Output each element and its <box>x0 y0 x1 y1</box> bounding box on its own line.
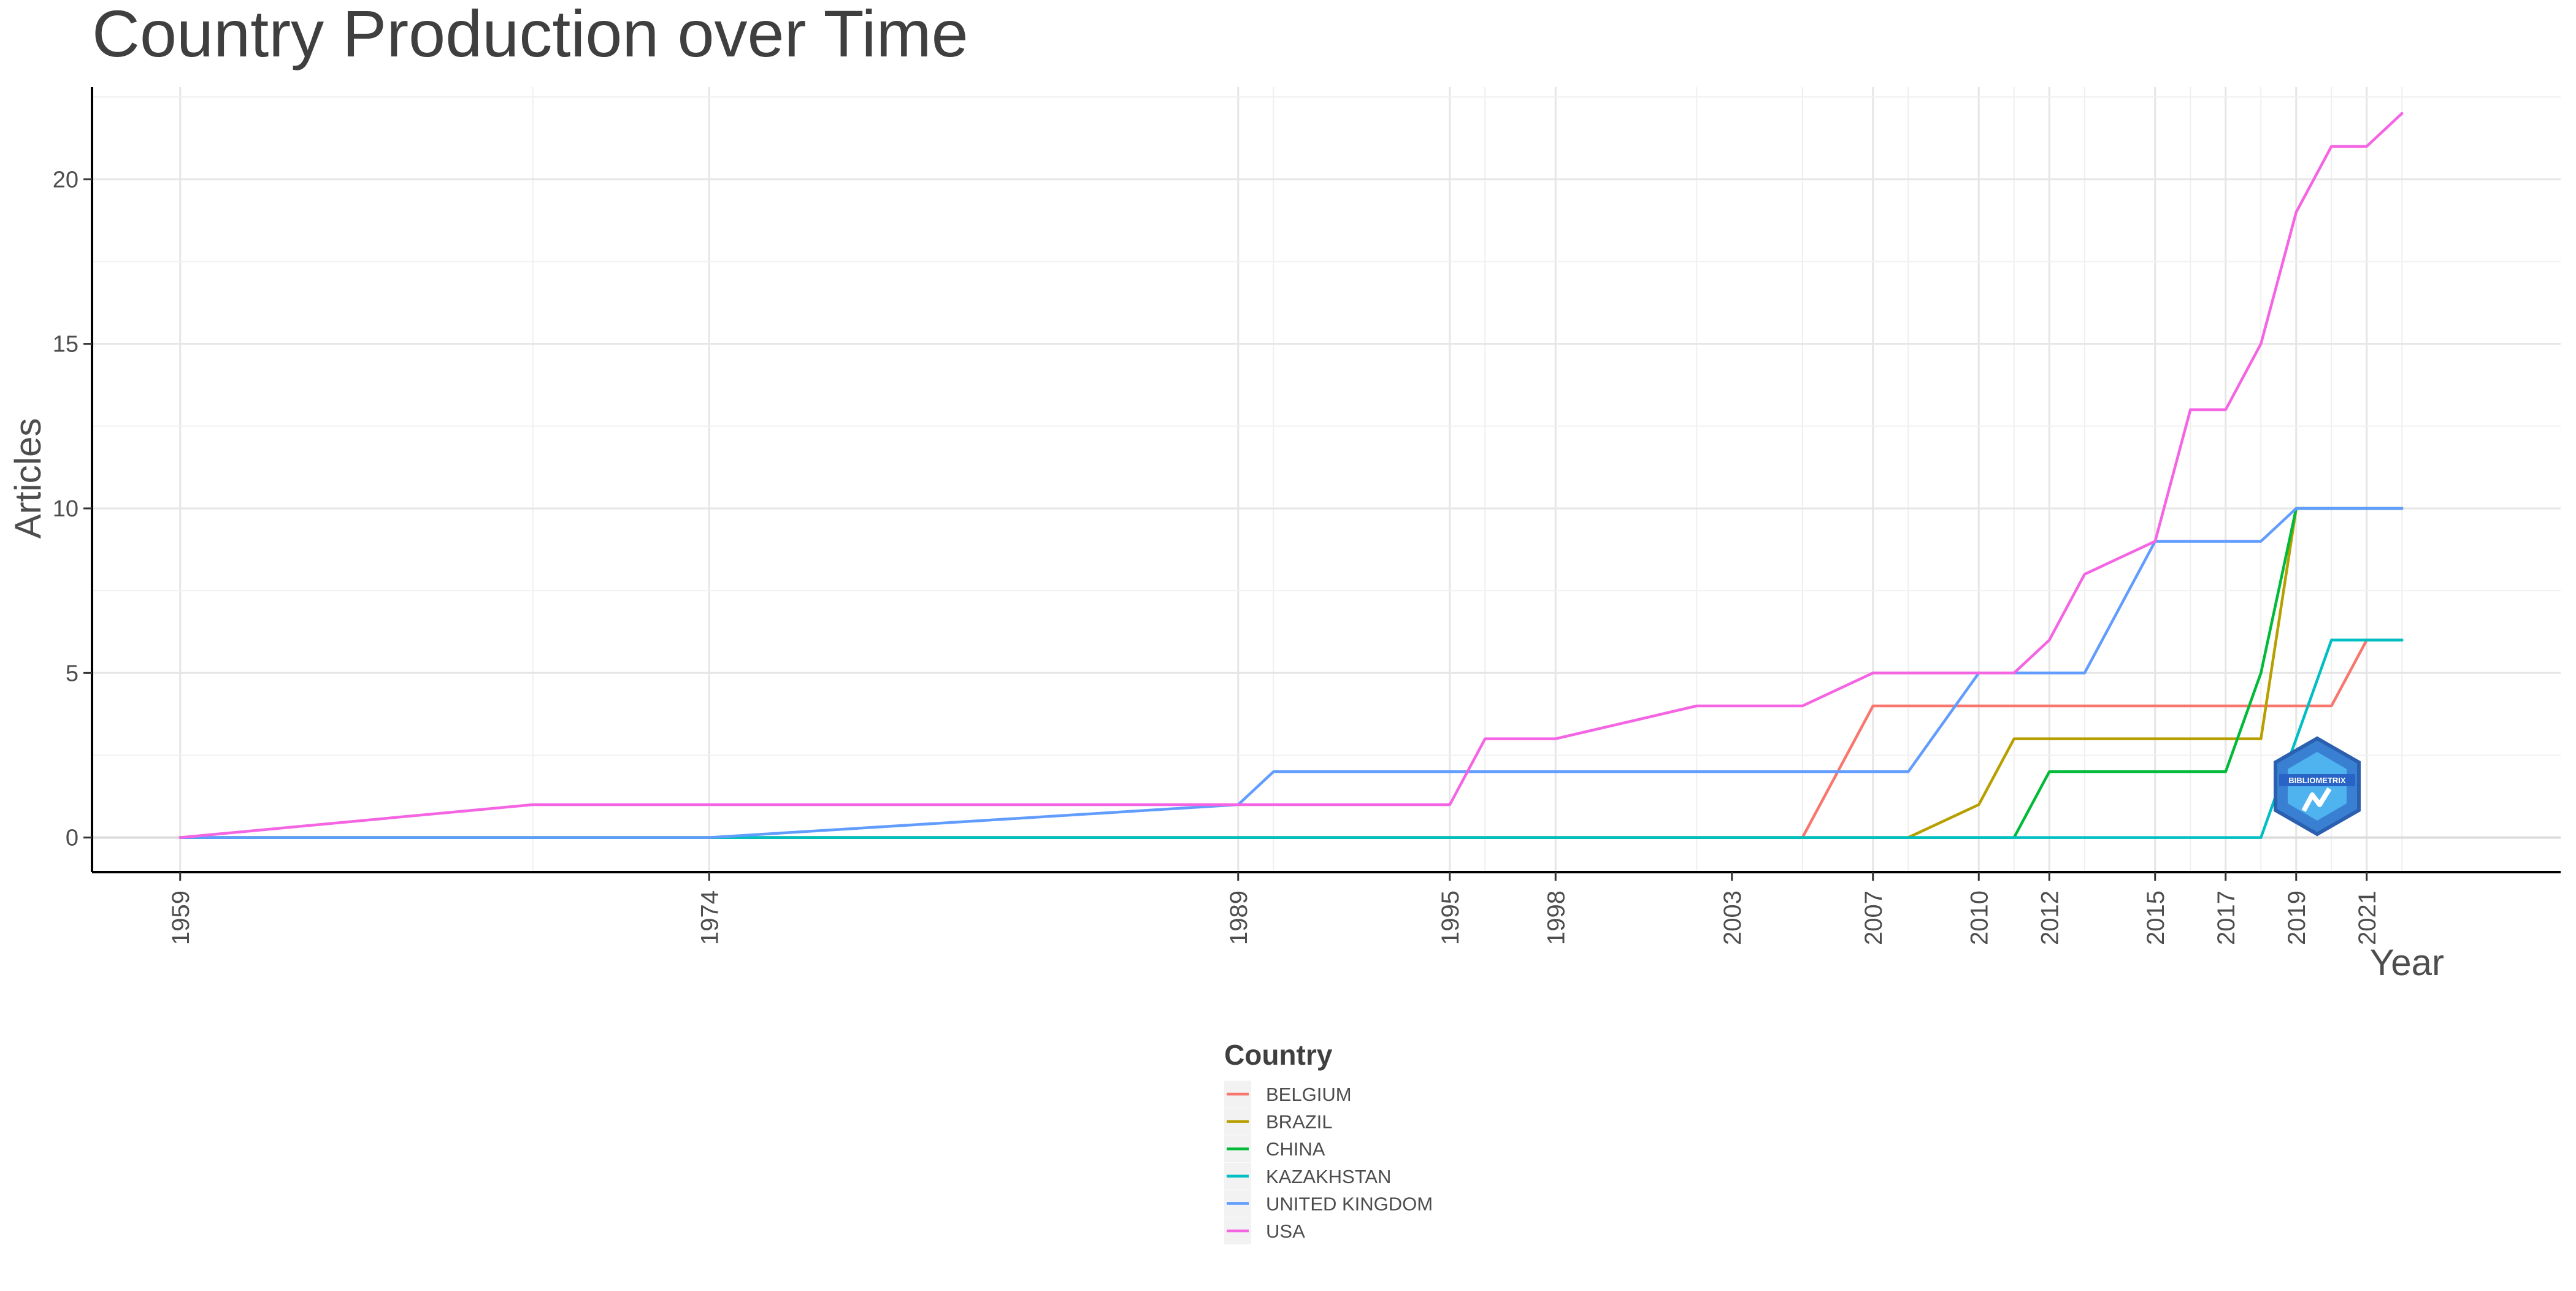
x-tick-label: 1995 <box>1437 891 1464 945</box>
y-tick-label: 10 <box>53 496 79 522</box>
legend-item: CHINA <box>1224 1135 1325 1163</box>
x-tick-label: 2003 <box>1719 891 1746 945</box>
series-line-united-kingdom <box>178 507 2404 839</box>
x-tick-label: 2019 <box>2283 891 2310 945</box>
legend-label: UNITED KINGDOM <box>1266 1193 1433 1214</box>
y-tick-label: 5 <box>66 661 79 686</box>
y-tick-label: 15 <box>53 332 79 358</box>
y-tick-label: 20 <box>53 167 79 193</box>
legend-item: BELGIUM <box>1224 1081 1352 1108</box>
logo-band <box>2279 774 2355 786</box>
series-line-kazakhstan <box>178 638 2404 839</box>
y-axis-label: Articles <box>7 418 48 539</box>
x-tick-label: 2012 <box>2036 891 2063 945</box>
y-tick-label: 0 <box>66 826 79 851</box>
legend: Country BELGIUM BRAZIL CHINA KAZAKHSTAN UNIT… <box>1224 1039 1433 1244</box>
bibliometrix-logo: BIBLIOMETRIX <box>2274 736 2361 837</box>
chart-title: Country Production over Time <box>92 0 968 71</box>
legend-label: CHINA <box>1266 1138 1325 1160</box>
series-lines <box>178 112 2404 839</box>
x-tick-label: 2010 <box>1966 891 1993 945</box>
logo-mark <box>2301 787 2332 812</box>
x-tick-label: 2007 <box>1860 891 1887 945</box>
x-tick-label: 1959 <box>167 891 194 945</box>
legend-item: USA <box>1224 1217 1305 1244</box>
x-axis-label: Year <box>2370 942 2444 983</box>
axis-ticks: 1959 1974 1989 1995 1998 2003 2007 2010 2012 2015… <box>53 167 2381 945</box>
x-tick-label: 1974 <box>696 891 723 945</box>
series-line-usa <box>178 112 2404 839</box>
legend-item: BRAZIL <box>1224 1108 1333 1135</box>
x-tick-label: 1989 <box>1225 891 1252 945</box>
logo-text: BIBLIOMETRIX <box>2288 776 2345 785</box>
legend-items: BELGIUM BRAZIL CHINA KAZAKHSTAN UNITED KINGD… <box>1224 1081 1433 1244</box>
x-tick-label: 1998 <box>1543 891 1570 945</box>
legend-title: Country <box>1224 1039 1333 1071</box>
x-tick-label: 2015 <box>2142 891 2169 945</box>
grid-lines <box>92 87 2561 872</box>
legend-label: USA <box>1266 1220 1305 1242</box>
legend-label: BRAZIL <box>1266 1111 1333 1133</box>
axes <box>91 87 2561 873</box>
legend-label: KAZAKHSTAN <box>1266 1166 1391 1187</box>
legend-item: KAZAKHSTAN <box>1224 1162 1391 1190</box>
legend-label: BELGIUM <box>1266 1084 1352 1105</box>
x-tick-label: 2021 <box>2354 891 2381 945</box>
legend-item: UNITED KINGDOM <box>1224 1190 1433 1217</box>
x-tick-label: 2017 <box>2213 891 2240 945</box>
